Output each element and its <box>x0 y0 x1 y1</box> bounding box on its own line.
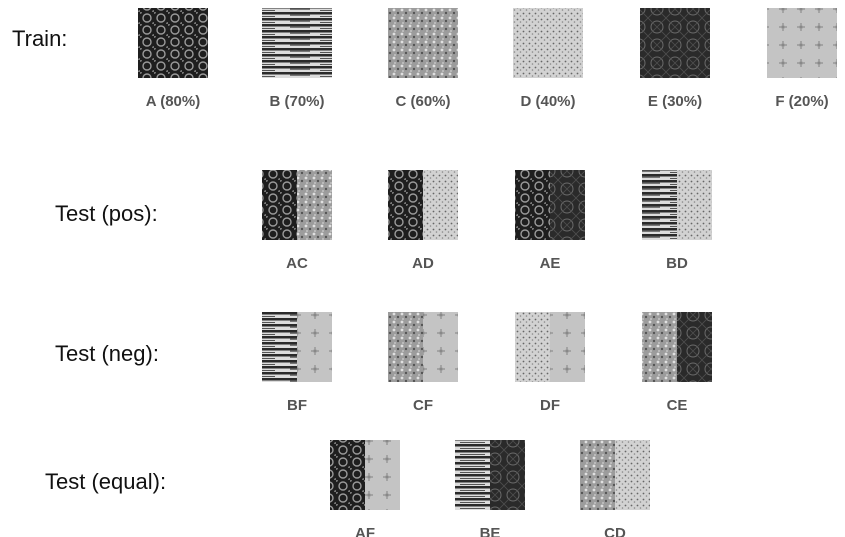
texture-image <box>138 8 208 78</box>
texture-patch <box>262 8 332 78</box>
texture-image <box>515 170 585 240</box>
texture-patch <box>388 312 423 382</box>
texture-image <box>640 8 710 78</box>
item-label: A (80%) <box>146 93 200 110</box>
texture-patch <box>515 170 550 240</box>
item-label: E (30%) <box>648 93 702 110</box>
texture-image <box>642 170 712 240</box>
item-label: AD <box>412 255 434 272</box>
texture-patch <box>490 440 525 510</box>
texture-image <box>262 170 332 240</box>
texture-patch <box>640 8 710 78</box>
texture-patch <box>388 170 423 240</box>
texture-patch <box>423 312 458 382</box>
texture-image <box>388 8 458 78</box>
texture-patch <box>767 8 837 78</box>
item-label: D (40%) <box>520 93 575 110</box>
texture-patch <box>550 312 585 382</box>
texture-image <box>262 312 332 382</box>
texture-patch <box>262 312 297 382</box>
texture-patch <box>262 170 297 240</box>
texture-patch <box>550 170 585 240</box>
texture-patch <box>138 8 208 78</box>
texture-patch <box>297 312 332 382</box>
texture-image <box>262 8 332 78</box>
item-label: B (70%) <box>269 93 324 110</box>
texture-patch <box>513 8 583 78</box>
texture-image <box>642 312 712 382</box>
item-label: F (20%) <box>775 93 828 110</box>
texture-patch <box>615 440 650 510</box>
figure: Train: A (80%) B (70%) C (60%) D (40%) E (30%… <box>0 0 845 537</box>
texture-image <box>388 170 458 240</box>
texture-image <box>515 312 585 382</box>
texture-patch <box>365 440 400 510</box>
item-label: BD <box>666 255 688 272</box>
row-label: Test (neg): <box>55 341 159 366</box>
texture-patch <box>388 8 458 78</box>
row-label: Test (pos): <box>55 201 158 226</box>
texture-image <box>330 440 400 510</box>
item-label: BF <box>287 397 307 414</box>
texture-patch <box>297 170 332 240</box>
texture-image <box>767 8 837 78</box>
texture-patch <box>515 312 550 382</box>
texture-patch <box>330 440 365 510</box>
texture-image <box>388 312 458 382</box>
item-label: AF <box>355 525 375 537</box>
texture-image <box>580 440 650 510</box>
item-label: AC <box>286 255 308 272</box>
texture-patch <box>677 170 712 240</box>
texture-patch <box>455 440 490 510</box>
row-label: Test (equal): <box>45 469 166 494</box>
item-label: DF <box>540 397 560 414</box>
item-label: CE <box>667 397 688 414</box>
item-label: BE <box>480 525 501 537</box>
item-label: CF <box>413 397 433 414</box>
row-label: Train: <box>12 26 67 51</box>
item-label: AE <box>540 255 561 272</box>
texture-patch <box>580 440 615 510</box>
texture-patch <box>677 312 712 382</box>
texture-image <box>513 8 583 78</box>
texture-image <box>455 440 525 510</box>
item-label: CD <box>604 525 626 537</box>
item-label: C (60%) <box>395 93 450 110</box>
texture-patch <box>642 170 677 240</box>
texture-patch <box>642 312 677 382</box>
texture-patch <box>423 170 458 240</box>
